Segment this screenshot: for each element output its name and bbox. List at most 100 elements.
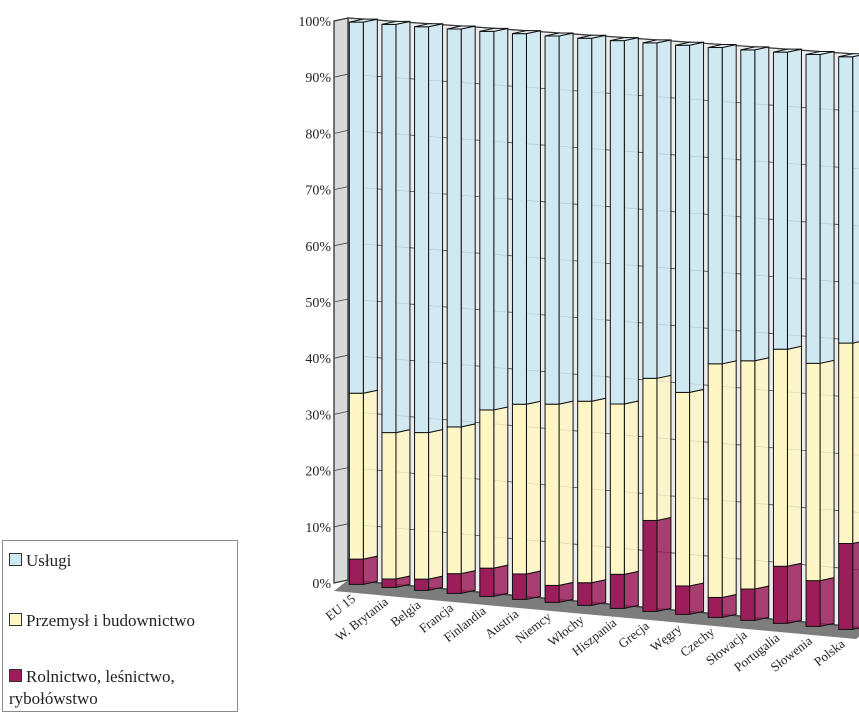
bar-segment-side [525,400,541,575]
bar-top-cap [675,41,704,46]
bar-segment [805,362,821,582]
gridline-side [333,523,349,528]
legend-item-przemysl: Przemysł i budownictwo [9,609,195,632]
bar-segment [414,26,430,434]
bar-segment-side [591,34,607,402]
bar-segment-side [460,570,476,595]
bar-segment-side [493,406,509,569]
bar-segment [544,403,560,586]
bar-segment-side [721,43,737,365]
bar-segment [740,360,756,590]
gridline-side [333,186,349,190]
bar-segment [609,573,625,609]
y-tick-label: 0% [312,577,331,592]
bar-segment-side [656,39,672,379]
bar-segment-side [395,428,411,580]
bar-segment-side [623,400,639,575]
bar-segment-side [623,36,639,405]
bar-segment-side [558,400,574,587]
bar-segment [577,37,593,402]
bar-top-cap [642,39,672,44]
bar-segment-side [362,555,378,586]
bar-segment-side [819,50,835,364]
x-tick-label: Grecja [615,618,652,651]
gridline-side [333,242,349,247]
bar-segment [381,23,397,434]
gridline-side [333,411,349,415]
y-tick-label: 80% [305,127,331,142]
bar-segment-side [460,423,476,575]
bar-segment [414,432,430,580]
bar-top-cap [381,20,411,25]
bar-segment-side [525,30,541,405]
y-tick-label: 30% [305,408,331,423]
legend-label-rolnictwo-line2: rybołówstwo [9,689,98,709]
legend-label-rolnictwo: Rolnictwo, leśnictwo, [26,667,175,687]
y-tick-label: 60% [305,240,331,255]
bar-segment [642,519,658,612]
legend-swatch-przemysl [9,612,22,626]
bar-segment-side [786,345,802,567]
bar-segment-side [525,570,541,601]
bar-top-cap [805,50,835,55]
gridline-side [333,354,349,359]
bar-top-cap [740,46,769,51]
bar-segment [446,28,462,428]
gridline-side [333,467,349,471]
bar-top-cap [447,25,476,30]
bar-segment [511,573,527,600]
bar-segment-side [819,577,835,628]
y-tick-label: 20% [305,465,331,480]
legend-swatch-uslugi [9,552,22,566]
bar-top-cap [414,23,443,28]
legend-swatch-rolnictwo [9,668,22,682]
bar-segment-side [689,582,705,616]
bar-segment [740,49,756,362]
legend-label-przemysl: Przemysł i budownictwo [26,611,196,631]
bar-segment [675,44,691,393]
bar-segment [381,432,397,580]
bar-segment-side [656,516,672,613]
y-tick-label: 50% [305,296,331,311]
bar-segment-side [591,397,607,584]
bar-segment [642,42,658,379]
bar-segment [414,578,430,591]
bar-segment-side [591,579,607,607]
y-tick-label: 100% [298,15,331,30]
bar-top-cap [349,18,378,23]
bar-segment-side [721,360,737,599]
legend-item-rolnictwo: Rolnictwo, leśnictwo, rybołówstwo [9,665,175,710]
bar-segment-side [362,18,378,394]
bar-segment [707,47,723,365]
bar-segment-side [754,46,770,362]
bar-segment [609,40,625,405]
bar-segment [446,573,462,594]
bar-segment [511,33,527,405]
gridline-side [333,298,349,303]
bar-top-cap [708,44,737,49]
bar-segment [511,403,527,575]
bar-segment-side [362,389,378,560]
bar-segment [609,403,625,575]
bar-segment [805,580,821,627]
gridline-side [333,130,349,134]
bar-top-cap [610,37,639,42]
bar-segment [707,363,723,598]
bar-segment-side [819,359,835,582]
bar-segment-side [428,23,444,434]
bar-segment-side [754,585,770,622]
bar-segment [740,588,756,621]
bar-segment-side [428,428,444,580]
bar-segment-side [689,388,705,587]
bar-segment-side [721,593,737,619]
legend-label-uslugi: Usługi [26,551,72,571]
bar-top-cap [577,34,606,39]
bar-segment [642,377,658,521]
bar-segment [577,582,593,606]
bar-segment [772,565,788,624]
bar-segment-side [493,27,509,411]
bar-top-cap [479,27,508,32]
bar-segment [348,558,364,585]
bar-top-cap [838,53,859,58]
